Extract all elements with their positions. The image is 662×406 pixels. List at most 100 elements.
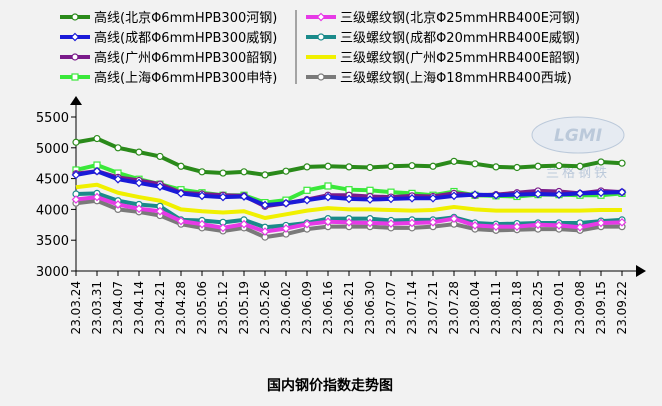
legend-marker [70,32,80,42]
y-tick-label: 5000 [36,142,69,157]
x-tick-label: 23.04.14 [132,281,146,334]
y-tick-label: 5500 [36,111,69,126]
x-tick-label: 23.05.06 [195,281,209,334]
x-tick-label: 23.08.25 [531,281,545,334]
data-point [93,134,101,143]
data-point [303,186,311,194]
plot-area [71,134,627,241]
data-point [491,190,501,200]
x-tick-label: 23.05.19 [237,281,251,334]
data-point [470,190,480,199]
data-point [134,178,144,188]
data-point [113,174,123,184]
data-point [323,217,333,227]
x-tick-label: 23.08.18 [510,281,524,334]
series [75,182,622,221]
data-point [92,192,102,202]
x-tick-label: 23.09.01 [552,281,566,334]
data-point [240,168,248,176]
data-point [72,138,80,146]
x-tick-label: 23.08.11 [489,281,503,334]
data-point [197,191,207,201]
data-point [429,162,437,170]
data-point [513,163,521,172]
svg-text:LGMI: LGMI [554,126,602,146]
legend-label: 高线(成都Φ6mmHPB300威钢) [94,30,277,46]
data-point [239,219,249,229]
data-point [512,190,522,199]
data-point [470,221,480,230]
data-point [260,227,270,236]
data-point [92,166,102,176]
data-point [428,217,438,227]
series [71,192,627,236]
data-point [534,162,542,170]
legend-marker [316,12,326,22]
data-point [491,222,501,231]
x-tick-label: 23.06.21 [342,281,356,334]
data-point [345,163,353,171]
y-tick-label: 4000 [36,203,69,218]
legend-item: 高线(上海Φ6mmHPB300申特) [60,70,277,86]
data-point [113,200,123,209]
data-point [554,190,564,199]
x-tick-label: 23.05.26 [258,281,272,334]
svg-text:兰格钢铁: 兰格钢铁 [546,165,610,181]
data-point [282,167,290,175]
data-point [344,217,354,227]
legend-label: 三级螺纹钢(广州Φ25mmHRB400E韶钢) [340,50,580,66]
x-tick-label: 23.04.28 [174,281,188,334]
x-tick-label: 23.09.22 [615,281,629,334]
data-point [407,193,417,203]
legend-label: 高线(上海Φ6mmHPB300申特) [94,70,277,86]
data-point [386,219,396,228]
data-point [575,189,585,198]
data-point [533,189,543,199]
data-point [218,223,228,233]
data-point [450,157,458,165]
data-point [219,169,227,177]
data-point [555,162,563,170]
x-tick-label: 23.06.02 [279,281,293,334]
data-point [533,220,543,230]
chart-title: 国内钢价指数走势图 [267,377,393,394]
data-point [597,158,605,166]
x-tick-label: 23.05.12 [216,281,230,334]
watermark-logo: LGMI 兰格钢铁 [531,116,625,181]
data-point [176,216,186,226]
data-point [114,144,122,152]
data-point [596,188,606,198]
x-axis-arrow [636,265,646,277]
series [72,134,626,179]
data-point [344,194,354,204]
legend-item: 三级螺纹钢(广州Φ25mmHRB400E韶钢) [306,50,580,66]
legend-label: 三级螺纹钢(北京Φ25mmHRB400E河钢) [340,11,580,26]
data-point [365,195,375,204]
data-point [617,187,627,197]
data-point [324,162,332,170]
data-point [365,218,375,228]
y-tick-label: 3500 [36,234,69,249]
data-point [492,163,500,171]
data-point [512,222,522,231]
y-axis-arrow [70,96,82,105]
x-tick-label: 23.06.16 [321,281,335,334]
data-point [471,160,479,168]
legend-marker [71,53,79,61]
x-tick-label: 23.06.09 [300,281,314,334]
data-point [387,162,395,170]
data-point [324,182,332,190]
x-tick-label: 23.07.07 [384,281,398,334]
data-point [554,221,564,230]
legend-marker [317,73,325,81]
x-tick-label: 23.03.31 [90,281,104,334]
data-point [408,162,416,170]
data-point [596,218,606,228]
legend-marker [71,13,79,21]
legend-item: 高线(成都Φ6mmHPB300威钢) [60,30,277,46]
x-tick-label: 23.07.14 [405,281,419,334]
y-tick-label: 3000 [36,265,69,280]
data-point [71,170,81,180]
data-point [155,182,165,191]
